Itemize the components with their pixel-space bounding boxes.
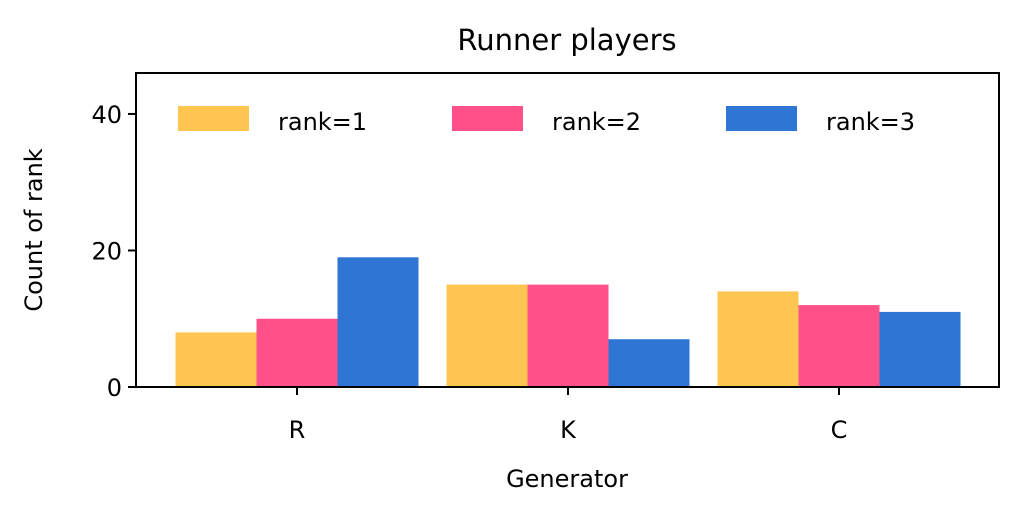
- bars-layer: [175, 257, 961, 387]
- y-axis-label: Count of rank: [20, 148, 48, 311]
- bar-r-rank-2: [256, 318, 338, 387]
- legend-swatch-rank-1: [178, 106, 249, 131]
- y-tick-label: 20: [91, 237, 122, 265]
- bar-c-rank-2: [798, 305, 880, 387]
- legend: rank=1 rank=2 rank=3: [178, 106, 915, 136]
- legend-swatch-rank-3: [726, 106, 797, 131]
- bar-r-rank-3: [337, 257, 419, 387]
- y-tick-label: 0: [107, 374, 122, 402]
- bar-c-rank-1: [717, 291, 799, 387]
- x-tick-label: K: [560, 416, 577, 444]
- chart-title: Runner players: [457, 23, 676, 57]
- legend-label-rank-2: rank=2: [552, 108, 641, 136]
- y-axis: 0 20 40: [91, 101, 136, 402]
- bar-k-rank-2: [527, 284, 609, 387]
- y-tick-label: 40: [91, 101, 122, 129]
- x-tick-label: C: [831, 416, 848, 444]
- bar-r-rank-1: [175, 332, 257, 387]
- bar-k-rank-3: [608, 339, 690, 387]
- legend-swatch-rank-2: [452, 106, 523, 131]
- legend-label-rank-1: rank=1: [278, 108, 367, 136]
- bar-k-rank-1: [446, 284, 528, 387]
- bar-c-rank-3: [879, 311, 961, 387]
- x-tick-label: R: [289, 416, 306, 444]
- legend-label-rank-3: rank=3: [826, 108, 915, 136]
- x-axis-label: Generator: [506, 465, 628, 493]
